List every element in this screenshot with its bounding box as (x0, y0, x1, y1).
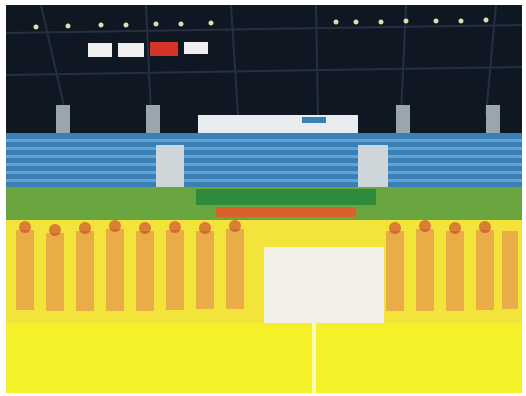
pitch-line (312, 323, 316, 393)
press-box-sign (302, 117, 326, 123)
stadium-photo (6, 5, 522, 393)
white-banner (264, 247, 384, 323)
pitch (6, 323, 522, 393)
stand-aisles (156, 145, 388, 189)
roof-trusses (6, 5, 522, 116)
event-banner (196, 189, 376, 205)
roof-lights (33, 17, 489, 30)
people-figures (16, 229, 518, 311)
people-heads (19, 220, 491, 236)
photo-frame (6, 5, 522, 393)
seat-rows-blue (6, 139, 522, 182)
orange-seat-row (216, 207, 356, 217)
flag-icon (88, 42, 208, 57)
